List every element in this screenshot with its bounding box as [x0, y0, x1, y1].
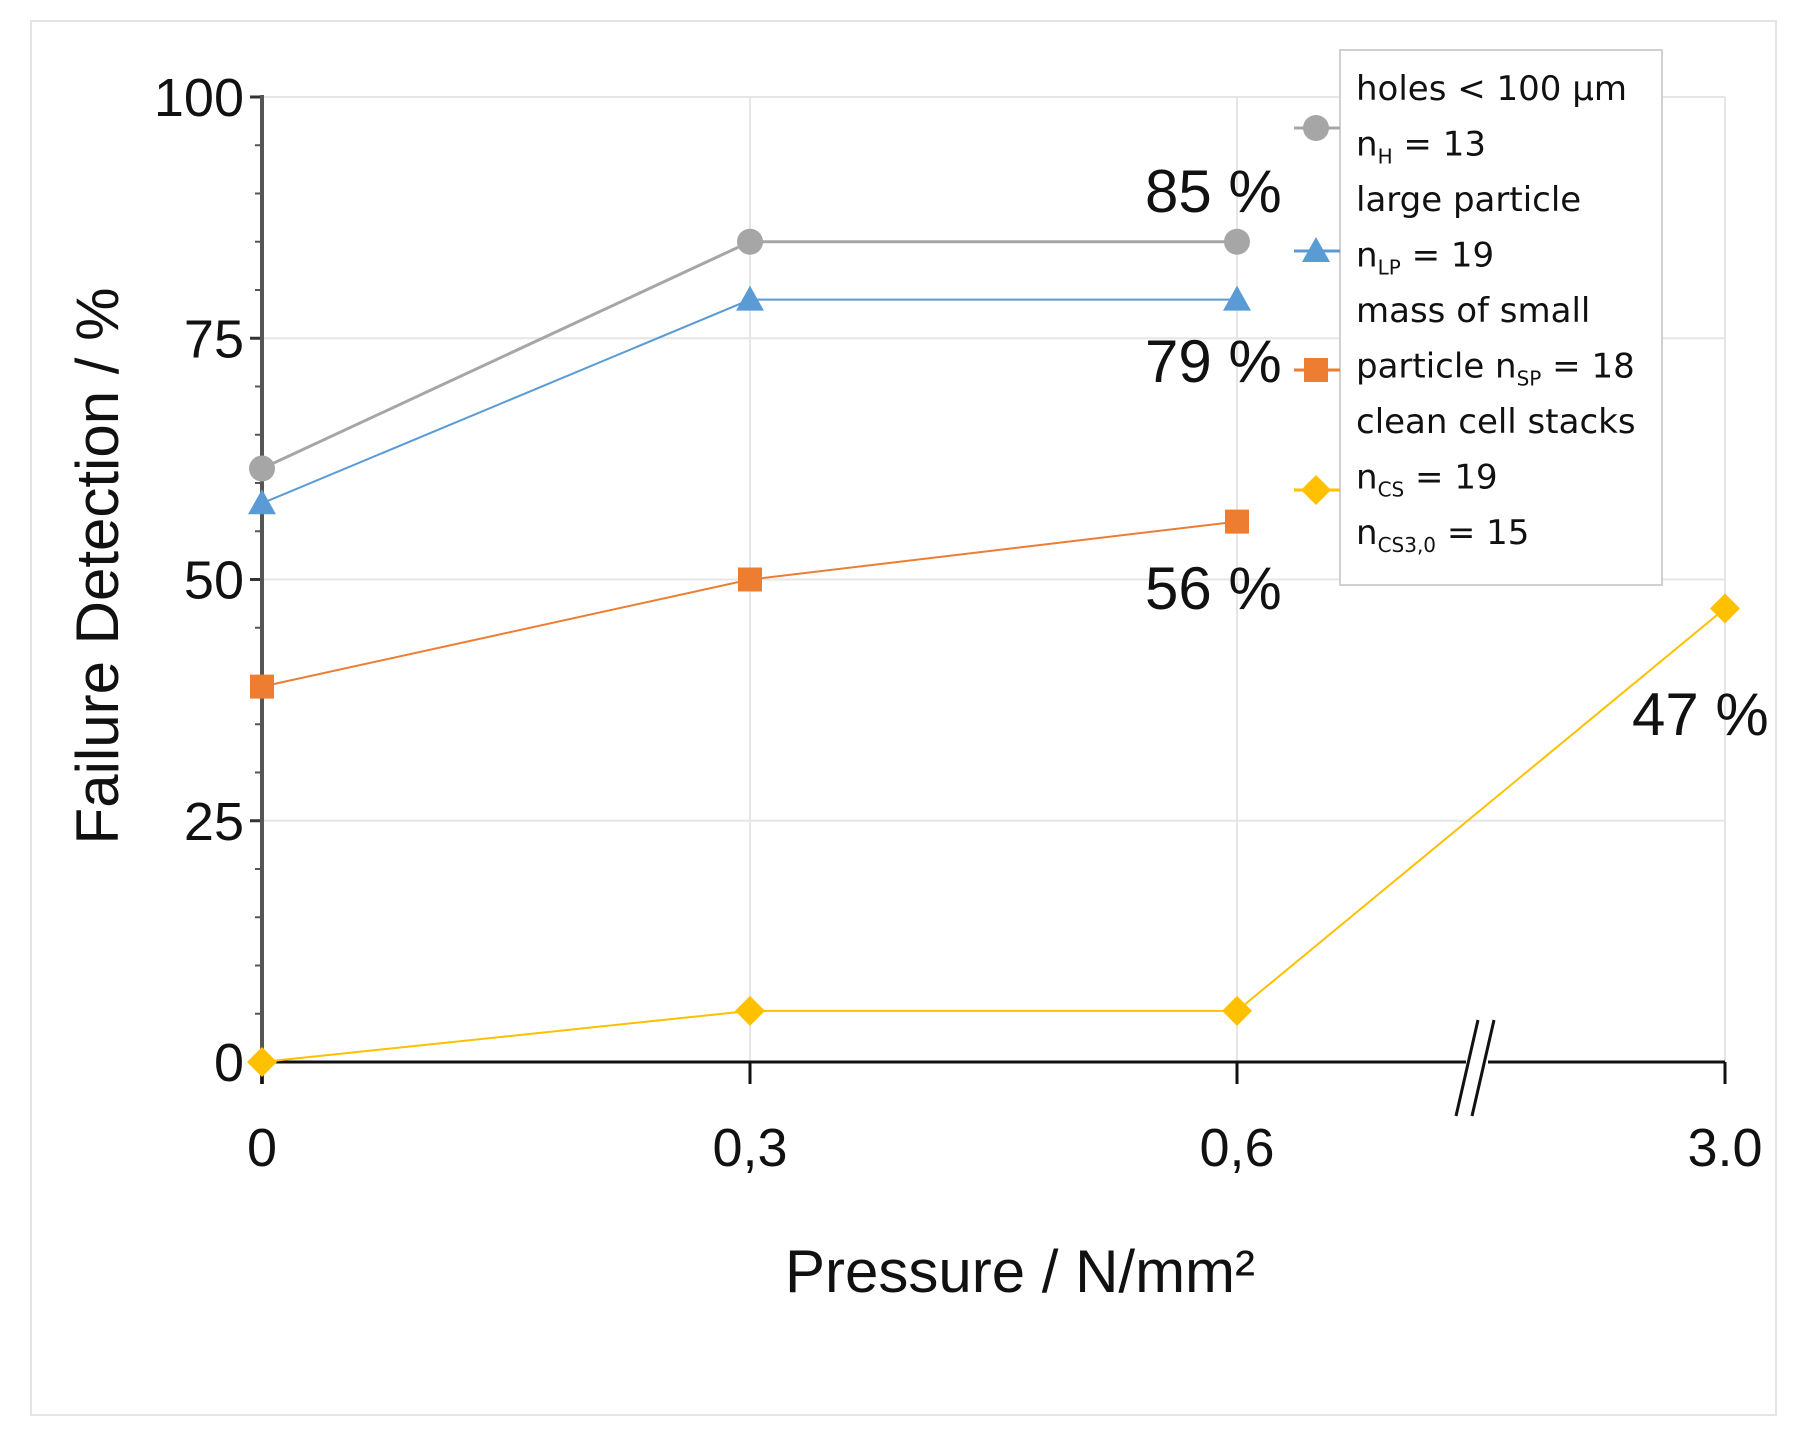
annotation-79: 79 % [1145, 328, 1282, 395]
x-tick-label-0,6: 0,6 [1199, 1118, 1274, 1178]
legend-box [1339, 49, 1663, 586]
axis-break-slash-2 [1470, 1019, 1496, 1117]
y-tick-label-50: 50 [184, 551, 244, 611]
legend-line-5: particle nSP = 18 [1356, 347, 1635, 391]
legend-line-2: large particle [1356, 180, 1581, 220]
legend-line-3: nLP = 19 [1356, 236, 1494, 280]
legend-line-8: nCS3,0 = 15 [1356, 513, 1529, 557]
data-point-holes-0 [249, 455, 275, 482]
data-point-large-0 [248, 489, 276, 515]
series-line-clean [261, 607, 1726, 1063]
y-tick-label-25: 25 [184, 792, 244, 852]
y-tick-label-0: 0 [214, 1033, 244, 1093]
series-large [248, 285, 1251, 515]
x-tick-label-0: 0 [247, 1118, 277, 1178]
series-holes [249, 228, 1250, 482]
legend-marker-holes [1303, 115, 1329, 141]
axes: 0 25 50 75 100 0 0,3 0,6 3.0 [154, 68, 1763, 1178]
data-point-clean-2 [1222, 995, 1252, 1026]
legend-line-1: nH = 13 [1356, 125, 1486, 169]
legend: holes < 100 µm nH = 13 large particle nLP =… [1294, 49, 1663, 586]
x-tick-label-0,3: 0,3 [712, 1118, 787, 1178]
series-small [250, 509, 1249, 699]
legend-line-0: holes < 100 µm [1356, 69, 1627, 109]
annotation-47: 47 % [1632, 681, 1769, 748]
data-point-small-0 [250, 674, 274, 699]
legend-line-4: mass of small [1356, 291, 1590, 331]
series-clean [247, 593, 1740, 1077]
axis-break-slash-1 [1454, 1019, 1480, 1117]
legend-marker-small [1304, 358, 1328, 382]
data-point-clean-3 [1710, 593, 1740, 624]
data-point-holes-2 [1224, 228, 1250, 255]
y-axis-title: Failure Detection / % [64, 288, 131, 845]
annotation-85: 85 % [1145, 158, 1282, 225]
legend-line-6: clean cell stacks [1356, 402, 1636, 442]
legend-lines: holes < 100 µm nH = 13 large particle nLP =… [1356, 69, 1636, 557]
legend-line-7: nCS = 19 [1356, 458, 1498, 502]
data-point-large-2 [1223, 285, 1251, 311]
data-point-clean-1 [735, 995, 765, 1026]
data-point-clean-0 [247, 1047, 277, 1077]
x-tick-label-3.0: 3.0 [1687, 1118, 1762, 1178]
series-layer [247, 228, 1740, 1077]
annotation-56: 56 % [1145, 555, 1282, 622]
legend-marker-clean [1301, 475, 1331, 505]
data-point-holes-1 [737, 228, 763, 255]
chart-frame [30, 20, 1777, 1416]
legend-marker-large [1302, 237, 1330, 262]
data-point-small-2 [1225, 509, 1249, 534]
x-axis-title: Pressure / N/mm² [785, 1238, 1255, 1305]
annotations: 85 % 79 % 56 % 47 % [1145, 158, 1769, 748]
data-point-small-1 [738, 567, 762, 592]
y-tick-label-100: 100 [154, 68, 244, 128]
data-point-large-1 [736, 285, 764, 311]
legend-markers [1294, 115, 1340, 505]
y-tick-label-75: 75 [184, 309, 244, 369]
